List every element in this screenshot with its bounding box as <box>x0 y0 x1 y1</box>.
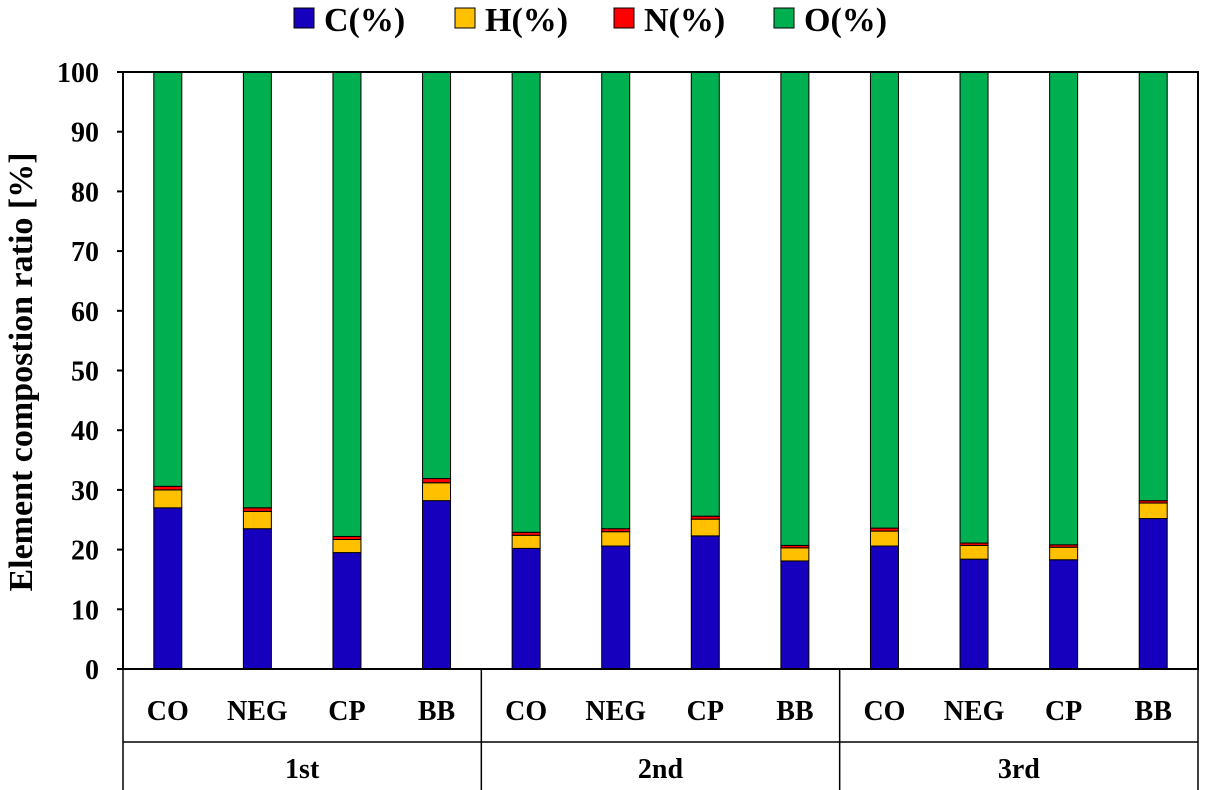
x-group-label: 3rd <box>998 754 1040 785</box>
bar-segment-n-4 <box>422 478 452 484</box>
y-tick-label: 30 <box>71 476 99 507</box>
x-group-label: 2nd <box>638 754 684 785</box>
bar-segment-c-12 <box>1138 518 1168 670</box>
y-tick-label: 100 <box>57 58 99 89</box>
bar-segment-o-4 <box>422 71 452 480</box>
y-tick-label: 90 <box>71 118 99 149</box>
x-category-label: CP <box>687 696 724 727</box>
x-category-label: NEG <box>944 696 1005 727</box>
bar-segment-o-11 <box>1049 71 1079 546</box>
y-tick-label: 20 <box>71 536 99 567</box>
bar-segment-o-12 <box>1138 71 1168 502</box>
y-tick-label: 60 <box>71 297 99 328</box>
bar-segment-c-8 <box>780 560 810 670</box>
legend: C(%) H(%) N(%) O(%) <box>293 2 887 39</box>
bar-segment-c-5 <box>511 547 541 670</box>
y-tick-label: 10 <box>71 595 99 626</box>
bar-segment-h-11 <box>1049 546 1079 561</box>
legend-label: H(%) <box>485 2 568 39</box>
x-category-label: NEG <box>585 696 646 727</box>
bar-segment-o-5 <box>511 71 541 533</box>
legend-label: C(%) <box>324 2 405 39</box>
bar-segment-c-6 <box>601 545 631 670</box>
x-category-label: CP <box>328 696 365 727</box>
y-axis-label: Element compostion ratio [%] <box>3 152 40 591</box>
bar-segment-o-1 <box>153 71 183 487</box>
bar-segment-c-9 <box>869 545 899 670</box>
bar-segment-h-10 <box>959 544 989 560</box>
y-tick-label: 80 <box>71 177 99 208</box>
bar-segment-c-11 <box>1049 559 1079 670</box>
bar-segment-h-3 <box>332 538 362 554</box>
bar-segment-h-2 <box>242 510 272 530</box>
legend-swatch <box>773 7 795 29</box>
bar-segment-o-9 <box>869 71 899 529</box>
bar-segment-h-4 <box>422 482 452 502</box>
x-category-label: BB <box>1135 696 1172 727</box>
legend-label: N(%) <box>644 2 725 39</box>
bar-segment-n-1 <box>153 485 183 491</box>
x-category-label: CP <box>1045 696 1082 727</box>
x-category-label: NEG <box>227 696 288 727</box>
bar-segment-h-7 <box>690 518 720 537</box>
bar-segment-h-12 <box>1138 502 1168 520</box>
bar-segment-c-1 <box>153 507 183 670</box>
y-axis-label-group: Element compostion ratio [%] <box>3 152 40 591</box>
bar-segment-h-9 <box>869 530 899 547</box>
x-category-label: BB <box>418 696 455 727</box>
bar-segment-o-3 <box>332 71 362 537</box>
bar-segment-h-5 <box>511 534 541 549</box>
plot-area-frame <box>122 71 1199 670</box>
legend-swatch <box>454 7 476 29</box>
bars <box>153 71 1168 670</box>
legend-swatch <box>293 7 315 29</box>
bar-segment-o-6 <box>601 71 631 530</box>
bar-segment-h-8 <box>780 547 810 562</box>
bar-segment-o-8 <box>780 71 810 546</box>
y-tick-label: 70 <box>71 237 99 268</box>
bar-segment-o-2 <box>242 71 272 509</box>
bar-segment-h-1 <box>153 489 183 509</box>
legend-swatch <box>613 7 635 29</box>
x-axis: CO NEG CP BB CO NEG CP BB CO NEG CP BB 1st 2nd 3rd <box>122 669 1199 790</box>
x-category-label: CO <box>505 696 547 727</box>
bar-segment-c-7 <box>690 535 720 670</box>
bar-segment-h-6 <box>601 531 631 547</box>
x-category-label: CO <box>147 696 189 727</box>
y-axis-ticks: 0 10 20 30 40 50 60 70 80 90 100 <box>57 58 123 686</box>
bar-segment-c-2 <box>242 528 272 670</box>
y-tick-label: 0 <box>85 655 99 686</box>
x-group-label: 1st <box>285 754 320 785</box>
bar-segment-o-7 <box>690 71 720 517</box>
bar-segment-c-3 <box>332 552 362 670</box>
legend-label: O(%) <box>804 2 887 39</box>
x-category-label: BB <box>776 696 813 727</box>
bar-segment-o-10 <box>959 71 989 544</box>
bar-segment-c-4 <box>422 500 452 670</box>
y-tick-label: 50 <box>71 357 99 388</box>
y-tick-label: 40 <box>71 416 99 447</box>
bar-segment-c-10 <box>959 558 989 670</box>
bar-segment-n-2 <box>242 507 272 512</box>
x-category-label: CO <box>863 696 905 727</box>
